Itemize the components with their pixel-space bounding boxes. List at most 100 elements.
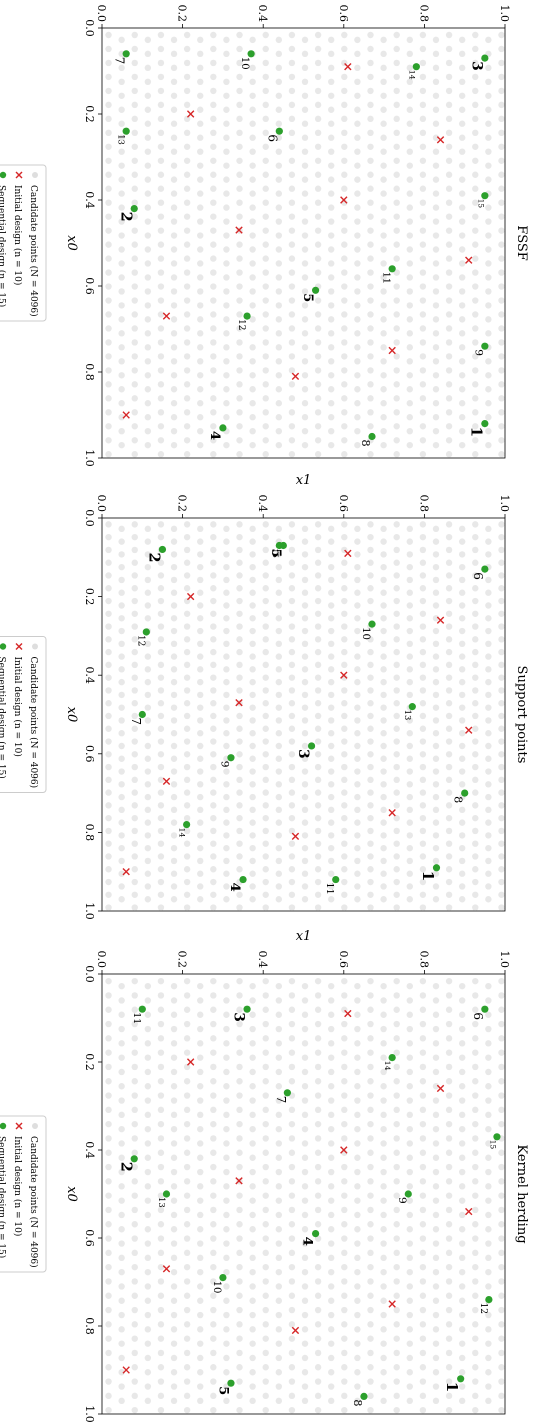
candidate-point <box>118 288 125 295</box>
candidate-point <box>341 751 348 758</box>
candidate-point <box>275 288 283 295</box>
candidate-point <box>249 640 256 648</box>
candidate-point <box>223 134 230 141</box>
candidate-point <box>262 572 269 579</box>
candidate-point <box>354 78 361 86</box>
candidate-point <box>170 755 178 762</box>
candidate-point <box>498 1063 505 1071</box>
candidate-point <box>354 302 361 309</box>
candidate-point <box>354 441 361 449</box>
candidate-point <box>432 1354 440 1362</box>
candidate-point <box>131 1049 138 1056</box>
candidate-point <box>183 451 191 458</box>
candidate-point <box>249 148 256 155</box>
candidate-point <box>197 106 204 113</box>
candidate-point <box>157 1020 165 1028</box>
candidate-point <box>223 36 230 44</box>
candidate-point <box>118 1354 125 1362</box>
candidate-point <box>432 1154 440 1161</box>
candidate-point <box>301 1025 309 1033</box>
candidate-point <box>249 1397 256 1405</box>
candidate-point <box>472 101 479 109</box>
candidate-point <box>380 92 387 99</box>
candidate-point <box>458 1240 466 1247</box>
candidate-point <box>419 1092 427 1099</box>
candidate-point <box>183 802 191 809</box>
candidate-point <box>118 316 125 323</box>
candidate-point <box>498 1178 505 1185</box>
candidate-point <box>170 1383 178 1390</box>
candidate-point <box>354 640 361 648</box>
x-tick-label: 0.6 <box>83 1229 96 1247</box>
candidate-point <box>393 661 400 669</box>
candidate-point <box>406 414 413 421</box>
candidate-point <box>406 344 413 351</box>
candidate-point <box>105 751 112 758</box>
candidate-point <box>485 1326 492 1333</box>
candidate-point <box>406 1097 413 1104</box>
candidate-point <box>183 87 191 95</box>
candidate-point <box>380 106 387 113</box>
candidate-point <box>210 115 217 123</box>
candidate-point <box>157 1049 165 1056</box>
candidate-point <box>432 1211 440 1219</box>
candidate-point <box>144 563 152 571</box>
candidate-point <box>105 1349 112 1357</box>
candidate-point <box>223 538 230 545</box>
candidate-point <box>236 1020 243 1028</box>
candidate-point <box>118 1125 125 1133</box>
candidate-point <box>223 793 230 801</box>
candidate-point <box>288 725 296 732</box>
candidate-point <box>458 997 466 1004</box>
candidate-point <box>131 789 138 796</box>
candidate-point <box>144 982 152 990</box>
candidate-point <box>341 687 348 694</box>
candidate-point <box>472 1120 479 1128</box>
candidate-point <box>105 339 112 346</box>
candidate-point <box>393 241 400 248</box>
candidate-point <box>498 1035 505 1042</box>
candidate-point <box>275 1311 283 1319</box>
candidate-point <box>275 232 283 239</box>
candidate-point <box>445 700 453 707</box>
candidate-point <box>445 367 453 374</box>
candidate-point <box>393 853 400 860</box>
candidate-point <box>144 1054 152 1061</box>
candidate-point <box>341 185 348 192</box>
candidate-point <box>301 1154 309 1161</box>
candidate-point <box>144 615 152 622</box>
candidate-point <box>262 87 269 95</box>
candidate-point <box>445 814 453 822</box>
candidate-point <box>406 106 413 113</box>
candidate-point <box>183 1092 191 1099</box>
candidate-point <box>210 533 217 541</box>
candidate-point <box>419 31 427 39</box>
candidate-point <box>223 717 230 724</box>
candidate-point <box>458 316 466 323</box>
candidate-point <box>393 353 400 360</box>
candidate-point <box>197 1054 204 1061</box>
candidate-point <box>249 260 256 267</box>
candidate-point <box>485 1254 492 1262</box>
candidate-point <box>210 840 217 847</box>
candidate-point <box>301 576 309 584</box>
candidate-point <box>393 1349 400 1357</box>
initial-point <box>186 110 195 118</box>
sequential-point <box>219 424 227 432</box>
initial-point <box>436 136 445 144</box>
candidate-point <box>183 610 191 617</box>
sequential-point <box>388 265 396 273</box>
candidate-point <box>197 386 204 393</box>
candidate-point <box>498 533 505 541</box>
candidate-point <box>275 246 283 253</box>
candidate-point <box>105 776 112 784</box>
candidate-point <box>118 1068 125 1076</box>
candidate-point <box>341 367 348 374</box>
candidate-point <box>458 427 466 435</box>
candidate-point <box>249 551 256 558</box>
candidate-point <box>236 129 243 137</box>
candidate-point <box>249 1025 256 1033</box>
candidate-point <box>236 1263 243 1271</box>
candidate-point <box>419 171 427 178</box>
candidate-point <box>485 1168 492 1176</box>
